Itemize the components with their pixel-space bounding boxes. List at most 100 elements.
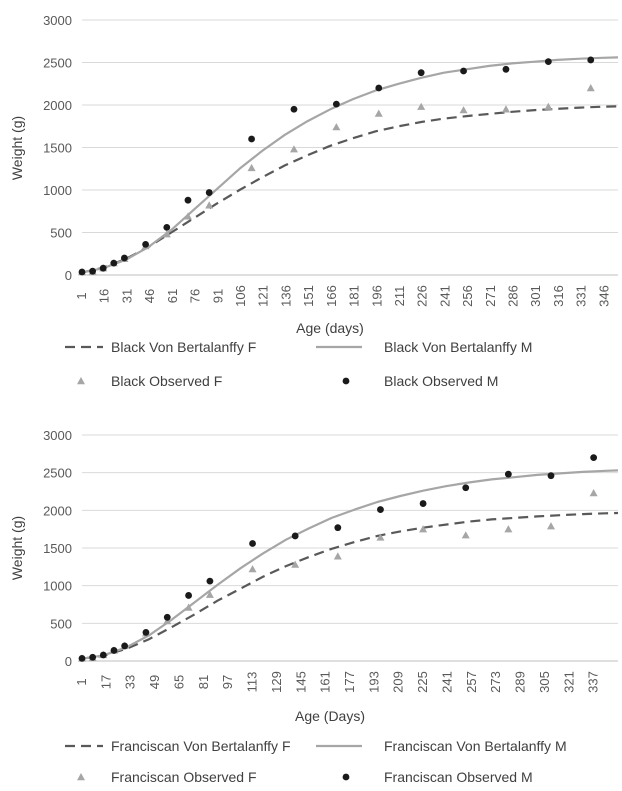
data-point [89, 653, 97, 661]
data-point [185, 592, 192, 599]
data-point [334, 524, 342, 532]
data-point [248, 135, 255, 143]
legend-entry: Franciscan Observed F [77, 769, 257, 785]
y-axis-title: Weight (g) [9, 516, 25, 580]
y-tick-label: 1500 [43, 541, 72, 556]
data-point [291, 560, 300, 568]
legend-entry: Franciscan Von Bertalanffy F [65, 738, 291, 754]
data-point [460, 67, 467, 75]
data-point [206, 577, 214, 585]
y-tick-label: 1000 [43, 579, 72, 594]
data-point [586, 84, 595, 92]
y-tick-label: 3000 [43, 13, 72, 28]
legend-label: Black Von Bertalanffy F [111, 339, 256, 355]
legend-label: Franciscan Von Bertalanffy M [384, 738, 567, 754]
data-point [504, 470, 512, 478]
series-line [81, 105, 619, 274]
x-tick-label: 33 [123, 675, 138, 689]
x-tick-label: 49 [147, 675, 162, 689]
x-tick-label: 289 [513, 671, 528, 693]
x-tick-label: 61 [165, 289, 180, 303]
data-point [459, 106, 468, 114]
data-point [291, 532, 299, 540]
x-tick-label: 331 [574, 285, 589, 307]
data-point [587, 56, 595, 64]
data-point [142, 628, 150, 636]
x-tick-label: 271 [483, 285, 498, 307]
data-point [205, 201, 214, 209]
x-tick-label: 321 [561, 671, 576, 693]
data-point [419, 525, 428, 533]
x-tick-label: 273 [488, 671, 503, 693]
x-tick-label: 65 [171, 675, 186, 689]
x-tick-label: 256 [460, 285, 475, 307]
x-tick-label: 16 [97, 289, 112, 303]
x-tick-label: 129 [269, 671, 284, 693]
chart-2: 0 500 1000 1500 2000 2500 3000 1 17 33 49 65 81 97 113… [9, 428, 619, 785]
y-tick-label: 0 [65, 654, 72, 669]
series-2 [81, 469, 619, 660]
data-point [376, 533, 385, 541]
x-tick-label: 226 [415, 285, 430, 307]
data-point [183, 212, 192, 220]
data-point [501, 105, 510, 113]
data-point [544, 58, 552, 66]
x-tick-label: 1 [74, 678, 89, 685]
x-tick-label: 305 [537, 671, 552, 693]
data-point [547, 472, 555, 480]
data-point [247, 163, 256, 172]
legend-label: Franciscan Observed F [111, 769, 257, 785]
data-point [205, 189, 213, 196]
y-tick-label: 1000 [43, 183, 72, 198]
x-tick-label: 211 [392, 286, 407, 307]
x-tick-label: 46 [142, 289, 157, 303]
data-point [375, 84, 383, 92]
chart-1: 0 500 1000 1500 2000 2500 3000 1 16 31 46 61 76 91 106… [9, 13, 619, 389]
data-point [249, 540, 256, 547]
x-tick-label: 257 [464, 671, 479, 693]
data-point [162, 230, 171, 238]
data-point [120, 254, 128, 262]
x-tick-label: 97 [220, 675, 235, 689]
y-tick-label: 2000 [43, 503, 72, 518]
y-tick-label: 2500 [43, 56, 72, 71]
data-point [504, 525, 513, 533]
data-point [333, 552, 342, 560]
series-1 [81, 511, 619, 660]
x-tick-label: 166 [324, 285, 339, 307]
data-point [99, 651, 107, 659]
x-axis-title: Age (days) [296, 320, 364, 336]
legend-label: Black Von Bertalanffy M [384, 339, 532, 355]
legend-label: Franciscan Observed M [384, 769, 533, 785]
legend-entry: Black Observed F [77, 373, 222, 389]
x-tick-label: 106 [233, 285, 248, 307]
data-point [462, 484, 470, 492]
x-tick-label: 81 [196, 675, 211, 689]
x-tick-label: 76 [188, 289, 203, 303]
legend-label: Black Observed M [384, 373, 498, 389]
x-tick-label: 151 [301, 285, 316, 307]
data-point [502, 65, 510, 73]
series-line [81, 56, 619, 274]
legend-swatch [342, 377, 350, 385]
x-tick-label: 17 [98, 675, 113, 689]
x-tick-label: 31 [119, 289, 134, 303]
data-point [332, 100, 340, 108]
data-point [589, 489, 598, 497]
data-point [547, 522, 555, 530]
y-tick-label: 2000 [43, 98, 72, 113]
y-axis-title: Weight (g) [9, 116, 25, 180]
data-point [99, 264, 107, 272]
x-tick-label: 286 [506, 285, 521, 307]
data-point [290, 105, 298, 113]
data-point [121, 642, 129, 650]
series-line [81, 511, 619, 660]
data-point [377, 506, 384, 513]
x-tick-label: 241 [437, 285, 452, 307]
x-tick-label: 316 [551, 285, 566, 307]
series-3 [78, 84, 595, 276]
data-point [89, 267, 96, 275]
data-point [417, 102, 426, 110]
data-point [461, 531, 470, 539]
